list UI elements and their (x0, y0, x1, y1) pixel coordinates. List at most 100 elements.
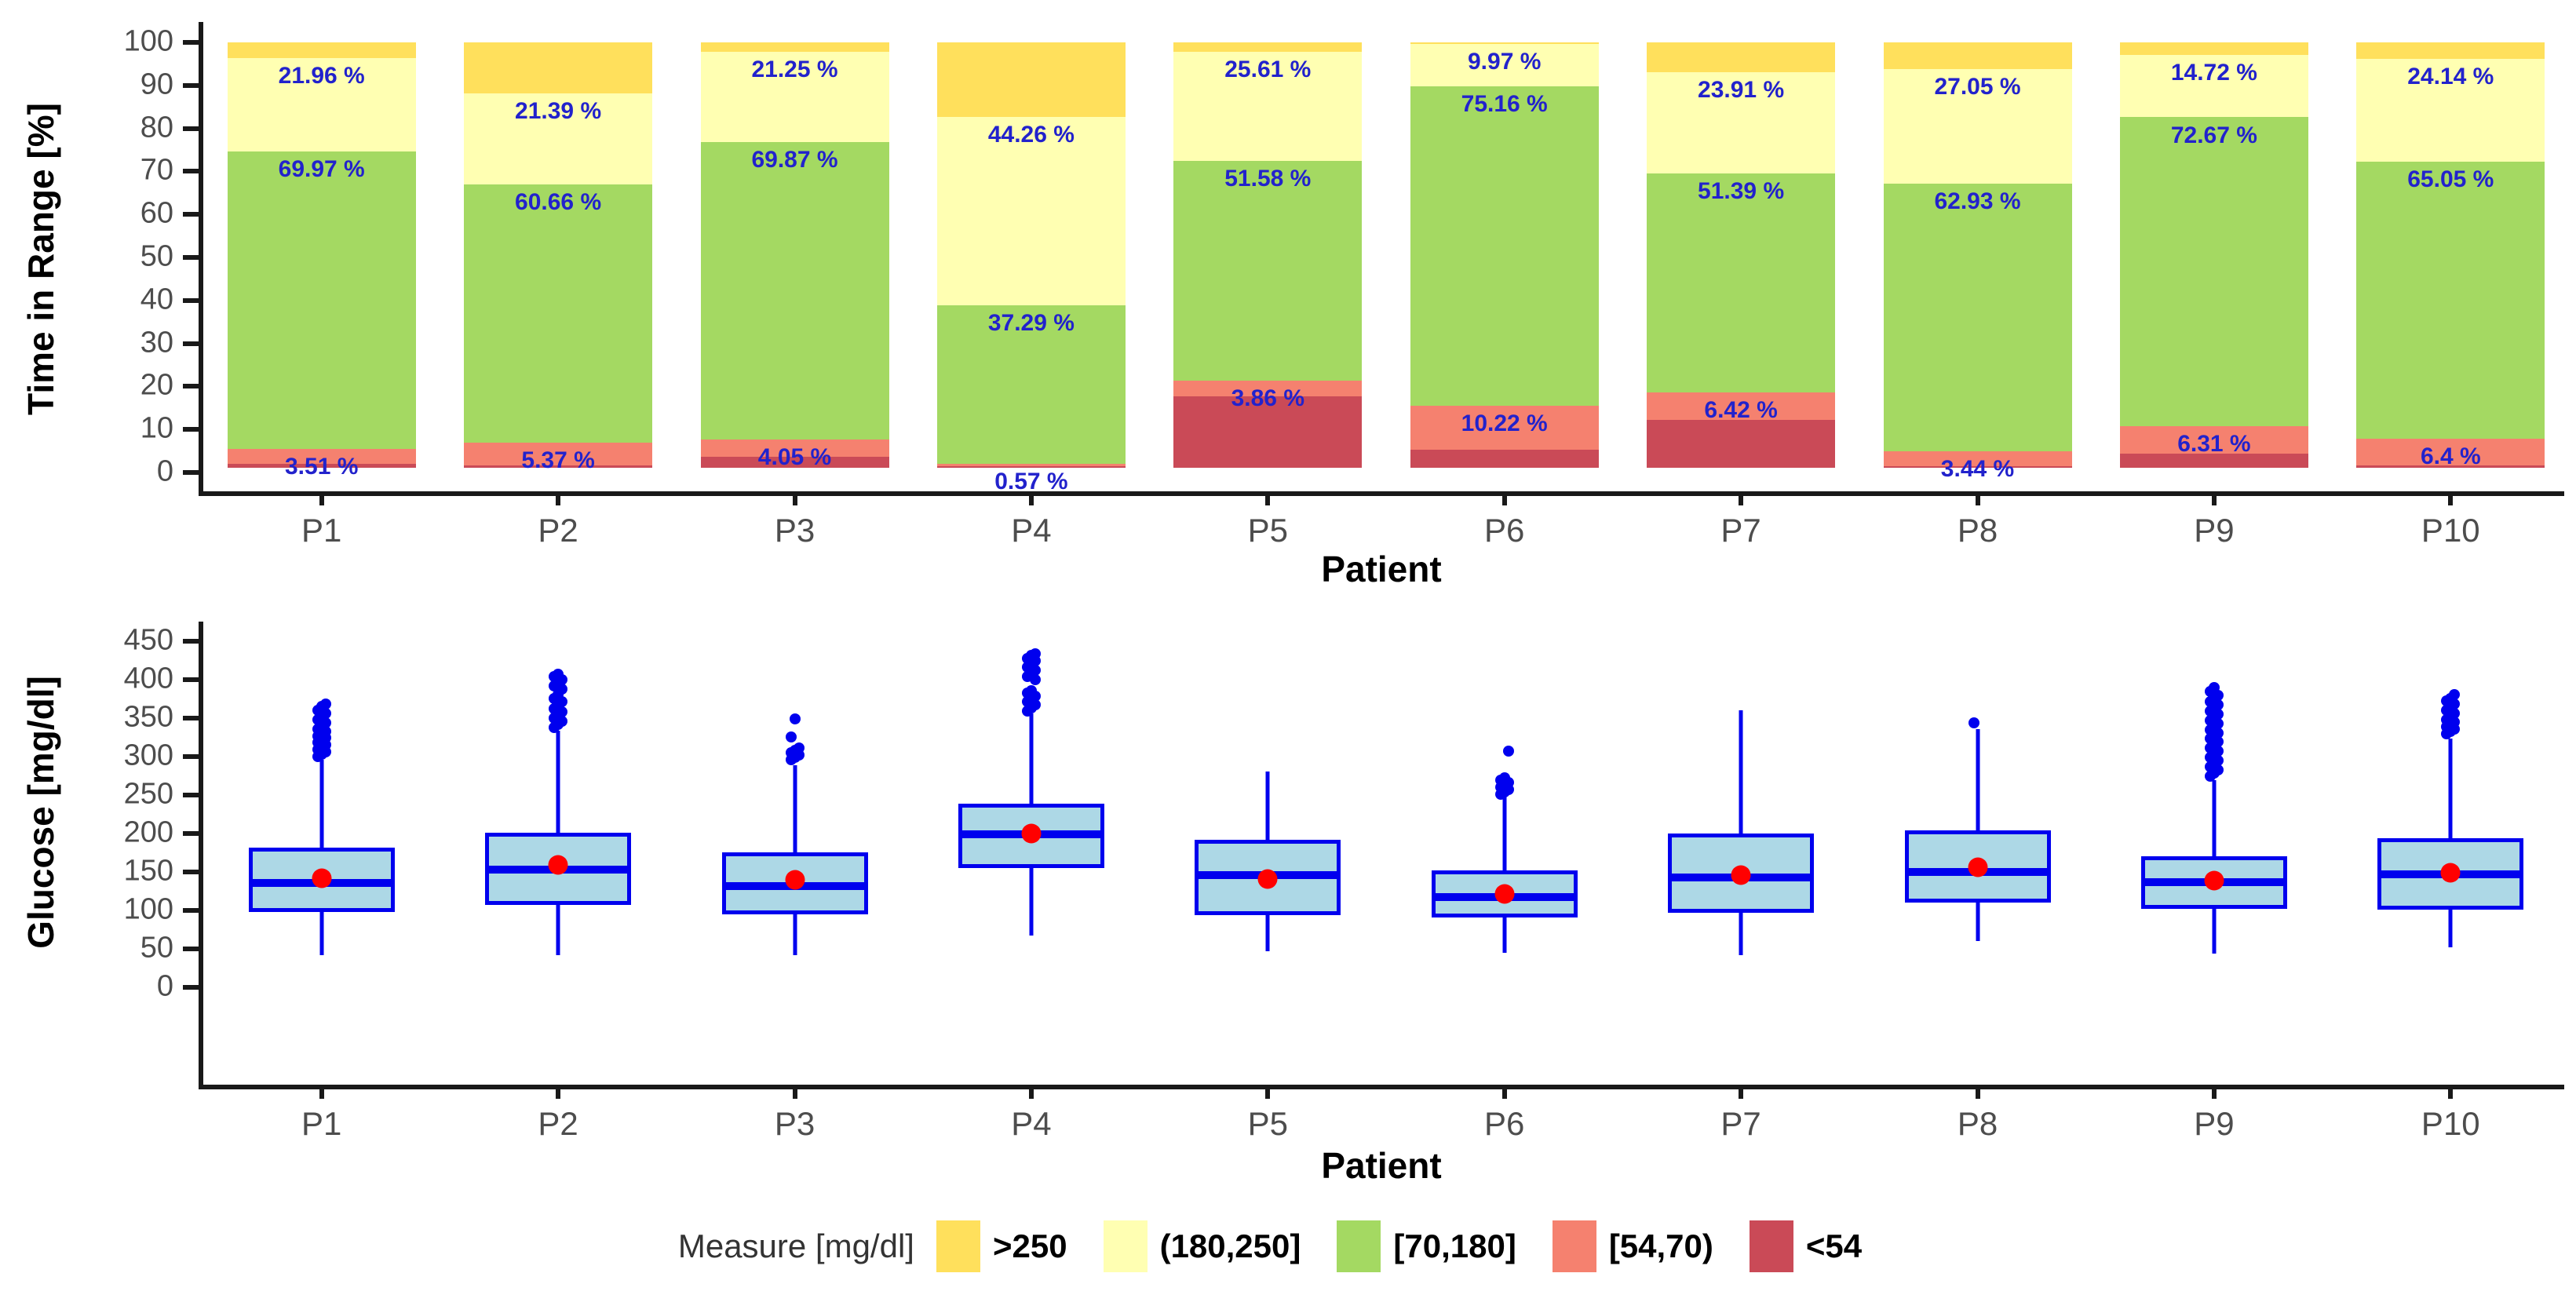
bar-segment-[70,180] (227, 151, 416, 450)
legend-items: >250 (180,250] [70,180] [54,70) <54 (936, 1220, 1898, 1272)
bar-segment-label: 25.61 % (1224, 57, 1312, 83)
stacked-bar-P8: 27.05 % 62.93 % 3.44 % (1883, 42, 2072, 482)
bar-segment-[54,70) (1173, 380, 1363, 397)
x-axis-tick-label: P7 (1720, 1105, 1761, 1142)
bar-segment->250 (936, 42, 1126, 118)
y-axis-tick-label: 0 (156, 969, 173, 1003)
x-axis-tick (1028, 491, 1034, 505)
upper-whisker-P5 (1265, 771, 1270, 840)
y-axis-tick (183, 831, 199, 836)
tir-x-axis-title: Patient (1321, 549, 1442, 589)
bar-segment-label: 60.66 % (515, 189, 602, 216)
x-axis-tick-label: P6 (1484, 512, 1525, 549)
bar-segment-<54 (2356, 465, 2545, 468)
legend-item: [70,180] (1337, 1220, 1516, 1272)
x-axis-tick (319, 1085, 324, 1099)
outlier-dot (2449, 688, 2461, 700)
x-axis-tick (792, 491, 797, 505)
mean-dot-P10 (2440, 863, 2461, 883)
y-axis-tick (183, 870, 199, 874)
outlier-dot (1025, 684, 1037, 696)
x-axis-tick-label: P8 (1957, 512, 1998, 549)
upper-whisker-P9 (2212, 780, 2217, 857)
bar-segment-[54,70) (227, 449, 416, 465)
bar-segment-[54,70) (2356, 438, 2545, 466)
bar-segment-(180,250] (700, 51, 889, 143)
y-axis-tick-label: 90 (140, 67, 173, 101)
bar-segment-[70,180] (1410, 86, 1599, 407)
x-axis-tick-label: P9 (2194, 512, 2235, 549)
lower-whisker-P8 (1976, 903, 1979, 942)
bar-segment-label: 65.05 % (2407, 166, 2494, 193)
bar-segment->250 (227, 42, 416, 59)
y-axis-tick (183, 297, 199, 303)
bar-segment-[54,70) (464, 443, 653, 466)
bar-segment-<54 (1173, 396, 1363, 468)
bar-segment-label: 24.14 % (2407, 64, 2494, 90)
outlier-dot (789, 713, 801, 724)
y-axis-tick-label: 0 (156, 454, 173, 488)
outlier-dot (785, 731, 797, 742)
bar-segment->250 (1173, 42, 1363, 53)
bar-segment-[54,70) (1883, 451, 2072, 466)
y-axis-tick-label: 250 (123, 777, 173, 811)
y-axis-tick (183, 384, 199, 389)
y-axis-tick-label: 70 (140, 154, 173, 188)
bar-segment-label: 51.58 % (1224, 166, 1312, 192)
bar-segment-(180,250] (464, 93, 653, 185)
upper-whisker-P10 (2448, 739, 2453, 838)
y-axis-tick (183, 908, 199, 913)
bar-segment-(180,250] (1883, 68, 2072, 184)
bar-segment-<54 (1883, 465, 2072, 468)
x-axis-tick (2211, 491, 2217, 505)
y-axis-tick-label: 60 (140, 196, 173, 230)
y-axis-tick-label: 10 (140, 411, 173, 445)
y-axis-tick-label: 150 (123, 854, 173, 888)
y-axis-tick-label: 40 (140, 283, 173, 316)
y-axis-tick-label: 350 (123, 700, 173, 734)
x-axis-tick-label: P1 (301, 1105, 342, 1142)
x-axis-tick-label: P2 (538, 1105, 578, 1142)
legend-swatch (1749, 1220, 1793, 1272)
glucose-boxplot-panel: 0 50 100 150 200 250 300 350 400 450 P1 P2 P3 P4 P5 P6 P… (124, 622, 2564, 1142)
y-axis-tick (183, 82, 199, 88)
bar-segment-label: 5.37 % (521, 447, 595, 474)
bar-segment->250 (2119, 42, 2308, 55)
mean-dot-P7 (1731, 865, 1751, 885)
bar-segment-[70,180] (936, 305, 1126, 465)
bar-segment-label: 75.16 % (1461, 90, 1548, 117)
y-axis-tick-label: 100 (123, 892, 173, 926)
bar-segment-label: 10.22 % (1461, 410, 1548, 437)
y-axis-tick-label: 450 (123, 623, 173, 657)
lower-whisker-P9 (2212, 909, 2217, 954)
legend-item-label: [54,70) (1608, 1228, 1713, 1264)
x-axis-tick (1975, 491, 1980, 505)
bar-segment-(180,250] (1647, 71, 1836, 174)
bar-segment-label: 6.42 % (1704, 396, 1778, 423)
x-axis-tick (556, 1085, 561, 1099)
bar-segment-[54,70) (700, 439, 889, 457)
stacked-bar-P7: 23.91 % 51.39 % 6.42 % (1647, 42, 1836, 468)
bar-segment-<54 (1647, 419, 1836, 468)
bar-segment-[70,180] (1173, 160, 1363, 381)
outlier-dot (1029, 648, 1041, 659)
bar-segment-[54,70) (1410, 406, 1599, 450)
legend-item-label: (180,250] (1159, 1228, 1301, 1264)
bar-segment-label: 3.51 % (284, 454, 359, 480)
bar-segment-[70,180] (700, 142, 889, 440)
legend-title: Measure [mg/dl] (677, 1228, 914, 1264)
bar-segment-label: 0.57 % (994, 469, 1068, 495)
bar-segment-label: 51.39 % (1698, 178, 1785, 205)
y-axis-tick (183, 470, 199, 475)
x-axis-tick-label: P3 (774, 1105, 815, 1142)
x-axis-tick-label: P10 (2421, 512, 2480, 549)
lower-whisker-P2 (556, 905, 560, 955)
legend-swatch (936, 1220, 980, 1272)
x-axis-tick (319, 491, 324, 505)
y-axis-tick (183, 212, 199, 217)
y-axis-tick (183, 169, 199, 174)
glucose-y-axis-title: Glucose [mg/dl] (20, 676, 61, 949)
x-axis-tick (792, 1085, 797, 1099)
bar-segment-<54 (936, 466, 1126, 468)
